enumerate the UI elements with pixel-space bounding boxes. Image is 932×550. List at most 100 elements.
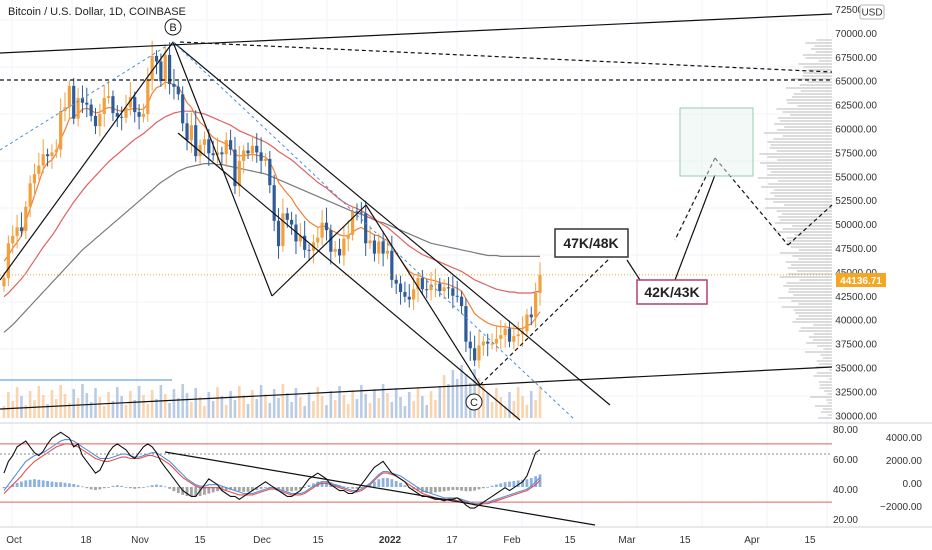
histogram-bar <box>468 487 472 492</box>
histogram-bar <box>168 487 171 489</box>
candle-body <box>377 241 381 254</box>
candle-body <box>433 283 438 285</box>
volume-bar <box>355 399 359 418</box>
candle-body <box>290 219 294 225</box>
volume-bar <box>33 400 36 418</box>
volume-bar <box>525 405 529 418</box>
volume-bar <box>133 400 137 418</box>
osc-y-tick-label: 40.00 <box>833 485 858 496</box>
histogram-bar <box>325 481 328 487</box>
histogram-bar <box>525 479 529 487</box>
currency-badge[interactable]: USD <box>859 4 885 20</box>
histogram-bar <box>386 478 389 487</box>
histogram-bar <box>303 487 307 488</box>
currency-badge-label: USD <box>861 8 882 19</box>
candle-body <box>172 83 176 87</box>
histogram-bar <box>359 487 363 489</box>
y-tick-label: 50000.00 <box>835 220 877 231</box>
histogram-bar <box>425 487 429 493</box>
volume-bar <box>460 365 463 418</box>
volume-bar <box>521 396 524 418</box>
candle-body <box>446 287 451 289</box>
volume-bar <box>251 390 254 418</box>
candle-body <box>316 237 320 243</box>
histogram-bar <box>311 483 315 487</box>
candle-body <box>233 149 237 187</box>
volume-bar <box>2 406 6 418</box>
candle-body <box>93 115 98 127</box>
moving-averages <box>3 81 541 333</box>
candle-body <box>459 296 464 307</box>
last-price-value: 44136.71 <box>840 276 882 287</box>
annotation-c-marker: C <box>465 393 483 411</box>
volume-bar <box>7 392 10 418</box>
candle-body <box>229 140 233 150</box>
candle-body <box>194 125 198 157</box>
candle-body <box>298 235 302 242</box>
volume-bar <box>381 384 385 418</box>
y-tick-label: 40000.00 <box>835 316 877 327</box>
volume-bar <box>394 388 398 418</box>
wave-line-b-1 <box>172 41 273 297</box>
candle-body <box>285 213 289 220</box>
y-tick-label: 57500.00 <box>835 148 877 159</box>
volume-bar <box>342 395 346 418</box>
osc-y-tick-label: 20.00 <box>833 515 858 526</box>
volume-bar <box>207 392 211 418</box>
target-zone-box <box>679 107 754 177</box>
oscillator-line-a <box>3 431 541 509</box>
volume-bar <box>155 399 158 418</box>
x-tick-label: Apr <box>744 535 760 546</box>
volume-bar <box>85 393 89 418</box>
candle-body <box>525 314 529 332</box>
volume-bar <box>290 402 293 418</box>
histogram-bar <box>298 487 302 490</box>
candle-body <box>486 341 490 344</box>
volume-bar <box>368 403 372 418</box>
histogram-bar <box>63 482 67 487</box>
volume-bar <box>320 396 324 418</box>
y-tick-label: 32500.00 <box>835 387 877 398</box>
histogram-bar <box>176 487 180 493</box>
candle-body <box>189 125 193 141</box>
histogram-bar <box>233 487 237 491</box>
histogram-bar <box>59 482 63 487</box>
volume-bar <box>246 404 250 418</box>
candle-body <box>490 343 494 345</box>
histogram-bar <box>2 487 6 489</box>
osc-right-tick-label: −2000.00 <box>880 502 922 513</box>
candle-body <box>333 248 337 252</box>
x-tick-label: 17 <box>446 535 458 546</box>
histogram-bar <box>503 482 507 487</box>
volume-bar <box>37 386 41 418</box>
histogram-bar <box>516 480 520 487</box>
candle-body <box>163 54 167 82</box>
x-tick-label: Feb <box>503 535 521 546</box>
histogram-bar <box>333 484 337 487</box>
histogram-bar <box>98 487 102 490</box>
histogram-bar <box>150 485 154 487</box>
candle-body <box>242 150 246 161</box>
volume-bar <box>473 369 476 418</box>
candle-body <box>329 230 333 252</box>
volume-bar <box>416 387 420 418</box>
x-tick-label: Nov <box>131 535 149 546</box>
candle-body <box>54 149 58 153</box>
histogram-bar <box>416 487 420 492</box>
candle-body <box>342 238 346 256</box>
histogram-bar <box>320 481 324 487</box>
x-tick-label: 18 <box>80 535 92 546</box>
candle-body <box>351 211 355 235</box>
volume-bar <box>333 400 337 418</box>
volume-bar <box>11 401 15 418</box>
histogram-bar <box>76 485 80 487</box>
candle-body <box>154 55 159 62</box>
volume-bar <box>24 405 28 418</box>
ma-long-line <box>3 163 540 333</box>
x-tick-label: 15 <box>679 535 691 546</box>
histogram-bar <box>477 487 481 490</box>
volume-bar <box>120 396 123 418</box>
projection-zigzag-a <box>714 157 789 246</box>
osc-y-tick-label: 60.00 <box>833 455 858 466</box>
volume-bar <box>508 392 511 418</box>
